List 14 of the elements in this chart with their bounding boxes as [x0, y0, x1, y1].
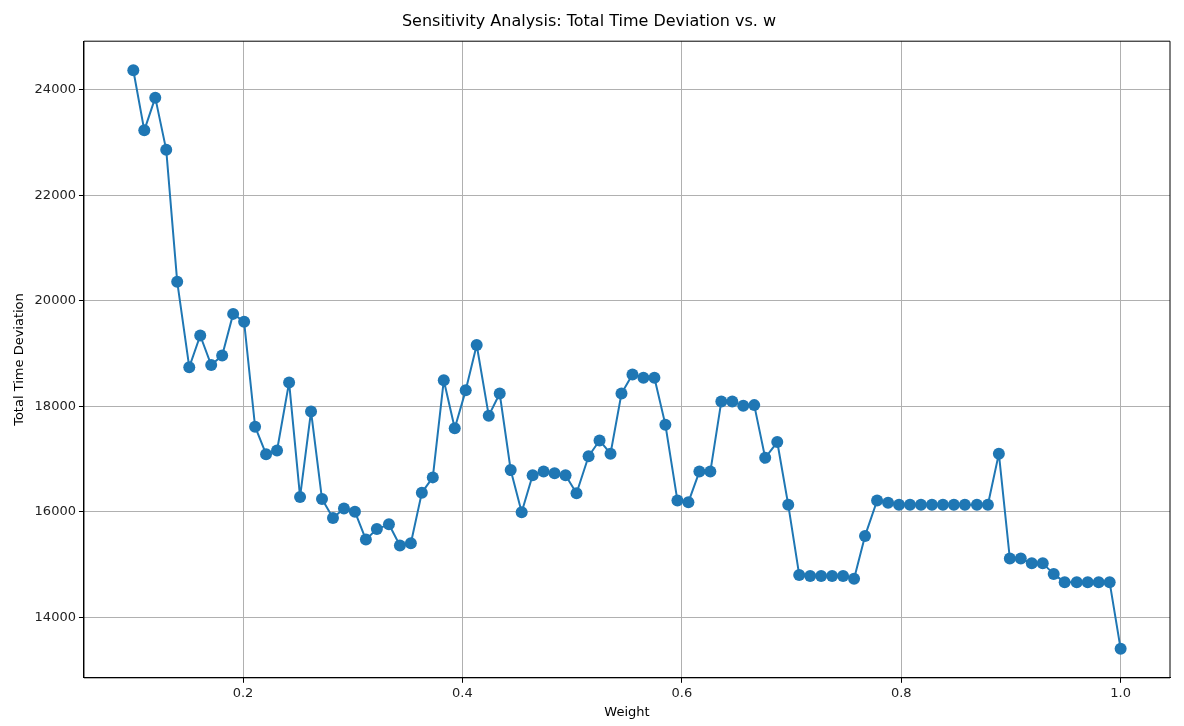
x-tick-label: 0.2	[232, 684, 254, 700]
x-tick-label: 0.6	[671, 684, 693, 700]
y-tick-label: 16000	[34, 503, 76, 519]
y-tick-label: 18000	[34, 397, 76, 413]
x-axis-title: Weight	[604, 703, 650, 719]
y-tick-label: 22000	[34, 186, 76, 202]
y-tick-label: 14000	[34, 608, 76, 624]
y-axis-title: Total Time Deviation	[11, 293, 27, 427]
y-tick-label: 20000	[34, 292, 76, 308]
x-tick-label: 1.0	[1110, 684, 1131, 700]
x-tick-label: 0.8	[890, 684, 912, 700]
y-tick-label: 24000	[34, 81, 76, 97]
x-tick-label: 0.4	[452, 684, 473, 700]
chart-title: Sensitivity Analysis: Total Time Deviation vs. w	[401, 10, 777, 30]
